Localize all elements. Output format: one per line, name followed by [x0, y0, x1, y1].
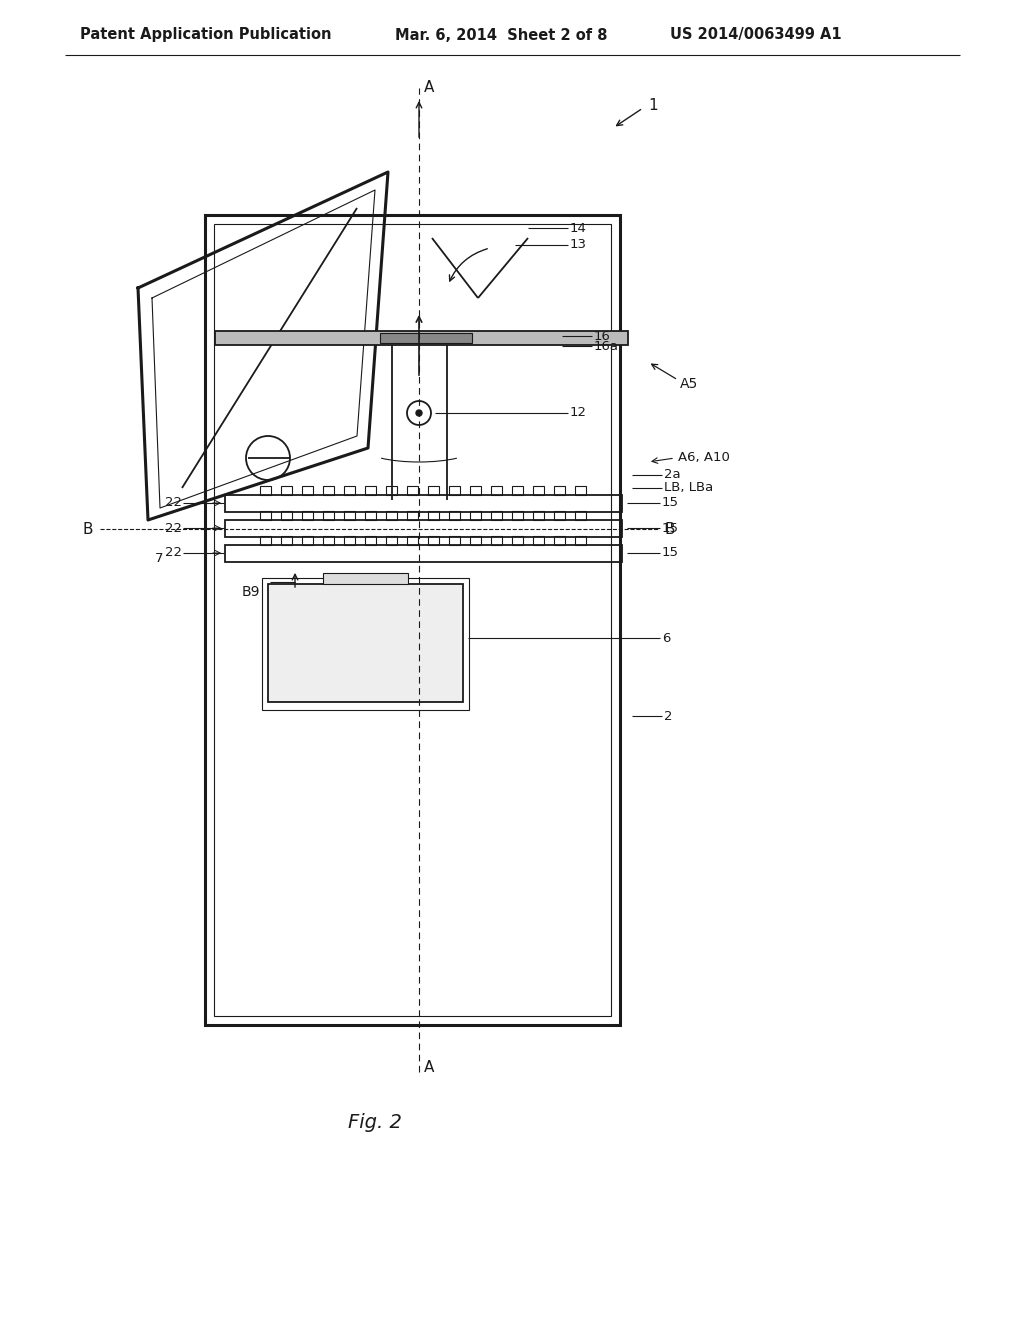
Text: B: B — [664, 521, 675, 536]
Bar — [512, 486, 523, 495]
Bar — [281, 486, 292, 495]
Text: 7: 7 — [155, 552, 164, 565]
Bar — [470, 536, 481, 545]
Text: 6: 6 — [662, 631, 671, 644]
Bar — [407, 536, 418, 545]
Bar — [428, 486, 439, 495]
Bar — [490, 536, 502, 545]
Text: Patent Application Publication: Patent Application Publication — [80, 28, 332, 42]
Bar — [344, 536, 355, 545]
Bar — [323, 486, 334, 495]
Text: 2: 2 — [664, 710, 673, 722]
Bar — [490, 511, 502, 520]
Text: 15: 15 — [662, 546, 679, 560]
Bar — [428, 511, 439, 520]
Text: US 2014/0063499 A1: US 2014/0063499 A1 — [670, 28, 842, 42]
Text: A: A — [424, 81, 434, 95]
Text: A: A — [424, 1060, 434, 1076]
Text: 22: 22 — [165, 546, 182, 560]
Bar — [365, 536, 376, 545]
Text: 13: 13 — [570, 239, 587, 252]
Text: 2a: 2a — [664, 469, 681, 482]
Bar — [225, 520, 622, 537]
Text: 16: 16 — [594, 330, 611, 342]
Bar — [262, 578, 469, 710]
Bar — [512, 536, 523, 545]
Text: 15: 15 — [662, 496, 679, 510]
Bar — [470, 511, 481, 520]
Bar — [214, 224, 611, 1016]
Text: 15: 15 — [662, 521, 679, 535]
Bar — [470, 486, 481, 495]
Bar — [554, 486, 565, 495]
Bar — [386, 486, 397, 495]
Text: 12: 12 — [570, 407, 587, 420]
Bar — [449, 511, 460, 520]
Text: B: B — [83, 521, 93, 536]
Bar — [534, 536, 544, 545]
Bar — [575, 486, 586, 495]
Text: 14: 14 — [570, 222, 587, 235]
Bar — [365, 486, 376, 495]
Bar — [407, 511, 418, 520]
Bar — [260, 486, 271, 495]
Bar — [260, 536, 271, 545]
Bar — [386, 536, 397, 545]
Text: Mar. 6, 2014  Sheet 2 of 8: Mar. 6, 2014 Sheet 2 of 8 — [395, 28, 607, 42]
Bar — [323, 511, 334, 520]
Bar — [449, 536, 460, 545]
Bar — [225, 495, 622, 512]
Bar — [380, 333, 472, 343]
Bar — [302, 486, 313, 495]
Bar — [386, 511, 397, 520]
Bar — [512, 511, 523, 520]
Bar — [205, 215, 620, 1026]
Text: A6, A10: A6, A10 — [678, 451, 730, 465]
Bar — [302, 511, 313, 520]
Bar — [554, 536, 565, 545]
Bar — [575, 536, 586, 545]
Bar — [260, 511, 271, 520]
Bar — [323, 573, 408, 583]
Bar — [268, 583, 463, 702]
Bar — [407, 486, 418, 495]
Text: 1: 1 — [648, 98, 657, 112]
Text: 22: 22 — [165, 496, 182, 510]
Bar — [365, 511, 376, 520]
Bar — [281, 511, 292, 520]
Bar — [428, 536, 439, 545]
Bar — [534, 511, 544, 520]
Bar — [490, 486, 502, 495]
Bar — [554, 511, 565, 520]
Bar — [323, 536, 334, 545]
Bar — [344, 511, 355, 520]
Bar — [215, 331, 628, 345]
Bar — [575, 511, 586, 520]
Text: Fig. 2: Fig. 2 — [348, 1113, 402, 1131]
Bar — [449, 486, 460, 495]
Bar — [302, 536, 313, 545]
Bar — [281, 536, 292, 545]
Text: LB, LBa: LB, LBa — [664, 482, 714, 495]
Circle shape — [416, 411, 422, 416]
Text: 22: 22 — [165, 521, 182, 535]
Text: B9: B9 — [242, 585, 260, 599]
Bar — [225, 545, 622, 562]
Bar — [534, 486, 544, 495]
Text: 16a: 16a — [594, 339, 618, 352]
Bar — [344, 486, 355, 495]
Text: A5: A5 — [680, 378, 698, 391]
